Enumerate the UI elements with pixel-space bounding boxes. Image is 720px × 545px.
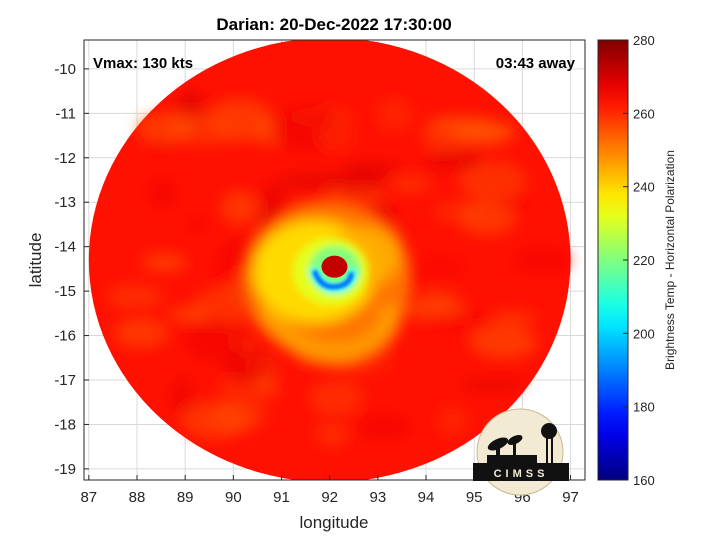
storm-eye xyxy=(321,255,348,278)
vmax-annotation: Vmax: 130 kts xyxy=(93,55,193,72)
x-tick-label: 95 xyxy=(466,489,483,506)
colorbar-label: Brightness Temp - Horizontal Polarizatio… xyxy=(663,150,677,370)
logo-silhouette-icon xyxy=(487,423,557,463)
y-tick-label: -18 xyxy=(54,416,76,433)
colorbar-tick-label: 260 xyxy=(633,106,655,121)
x-tick-label: 89 xyxy=(177,489,194,506)
x-tick-label: 90 xyxy=(225,489,242,506)
y-axis-ticks: -10 -11 -12 -13 -14 -15 -16 -17 -18 -19 xyxy=(54,61,89,478)
colorbar-tick-label: 160 xyxy=(633,473,655,488)
x-tick-label: 97 xyxy=(562,489,579,506)
x-tick-label: 88 xyxy=(129,489,146,506)
y-tick-label: -19 xyxy=(54,461,76,478)
microwave-swath xyxy=(88,40,572,480)
colorbar-ticks: 160 180 200 220 240 260 280 xyxy=(623,33,655,488)
x-tick-label: 91 xyxy=(273,489,290,506)
colorbar-tick-label: 200 xyxy=(633,326,655,341)
y-tick-label: -13 xyxy=(54,194,76,211)
colorbar: 160 180 200 220 240 260 280 Brightness Temp - … xyxy=(597,33,677,488)
x-axis-label: longitude xyxy=(299,513,368,532)
colorbar-tick-label: 220 xyxy=(633,253,655,268)
y-tick-label: -11 xyxy=(55,105,76,122)
logo-disc xyxy=(476,408,564,496)
y-tick-label: -16 xyxy=(54,328,76,345)
x-tick-label: 94 xyxy=(418,489,435,506)
y-tick-label: -15 xyxy=(54,283,76,300)
eyewall xyxy=(312,269,354,290)
logo-text: CIMSS xyxy=(494,468,549,480)
y-axis-label: latitude xyxy=(26,233,45,288)
colorbar-tick-label: 240 xyxy=(633,180,655,195)
cimss-logo: CIMSS xyxy=(473,408,569,496)
y-tick-label: -12 xyxy=(54,150,76,167)
time-away-annotation: 03:43 away xyxy=(496,55,576,72)
logo-band xyxy=(473,463,569,481)
x-tick-label: 92 xyxy=(321,489,338,506)
x-tick-label: 93 xyxy=(370,489,387,506)
plot-area xyxy=(83,39,586,481)
colorbar-tick-label: 180 xyxy=(633,400,655,415)
chart-title: Darian: 20-Dec-2022 17:30:00 xyxy=(216,15,451,34)
y-tick-label: -14 xyxy=(54,239,76,256)
plot-frame xyxy=(83,39,586,481)
y-tick-label: -17 xyxy=(54,372,76,389)
y-tick-label: -10 xyxy=(54,61,76,78)
colorbar-tick-label: 280 xyxy=(633,33,655,48)
x-tick-label: 87 xyxy=(80,489,97,506)
